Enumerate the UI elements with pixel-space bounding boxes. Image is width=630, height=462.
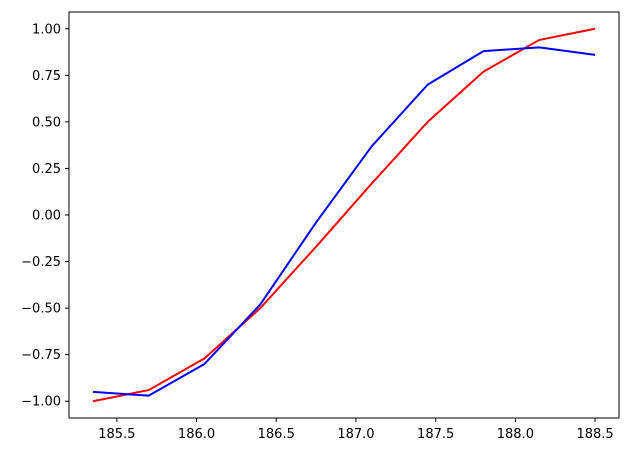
y-axis: 1.00 0.75 0.50 0.25 0.00 −0.25 −0.50 −0.75 −1.00 <box>21 22 69 410</box>
series-line-1 <box>92 27 596 403</box>
y-tick-label: −0.75 <box>21 348 61 363</box>
y-tick-label: 0.75 <box>32 69 61 84</box>
x-axis: 185.5 186.0 186.5 187.0 187.5 188.0 188.5 <box>98 418 614 442</box>
y-tick-label: 1.00 <box>32 22 61 37</box>
x-tick-label: 188.0 <box>497 427 534 442</box>
y-tick-label: −0.25 <box>21 255 61 270</box>
x-tick-label: 188.5 <box>576 427 613 442</box>
x-tick-label: 185.5 <box>98 427 135 442</box>
x-tick-label: 186.0 <box>178 427 215 442</box>
y-tick-label: 0.00 <box>32 209 61 224</box>
x-tick-label: 186.5 <box>258 427 295 442</box>
plot-frame <box>68 11 620 419</box>
y-tick-label: −0.50 <box>21 302 61 317</box>
y-tick-label: 0.25 <box>32 162 61 177</box>
series-line-2 <box>92 46 596 397</box>
x-tick-label: 187.5 <box>417 427 454 442</box>
x-tick-label: 187.0 <box>337 427 374 442</box>
y-tick-label: −1.00 <box>21 395 61 410</box>
series-layer <box>92 27 596 403</box>
y-tick-label: 0.50 <box>32 115 61 130</box>
